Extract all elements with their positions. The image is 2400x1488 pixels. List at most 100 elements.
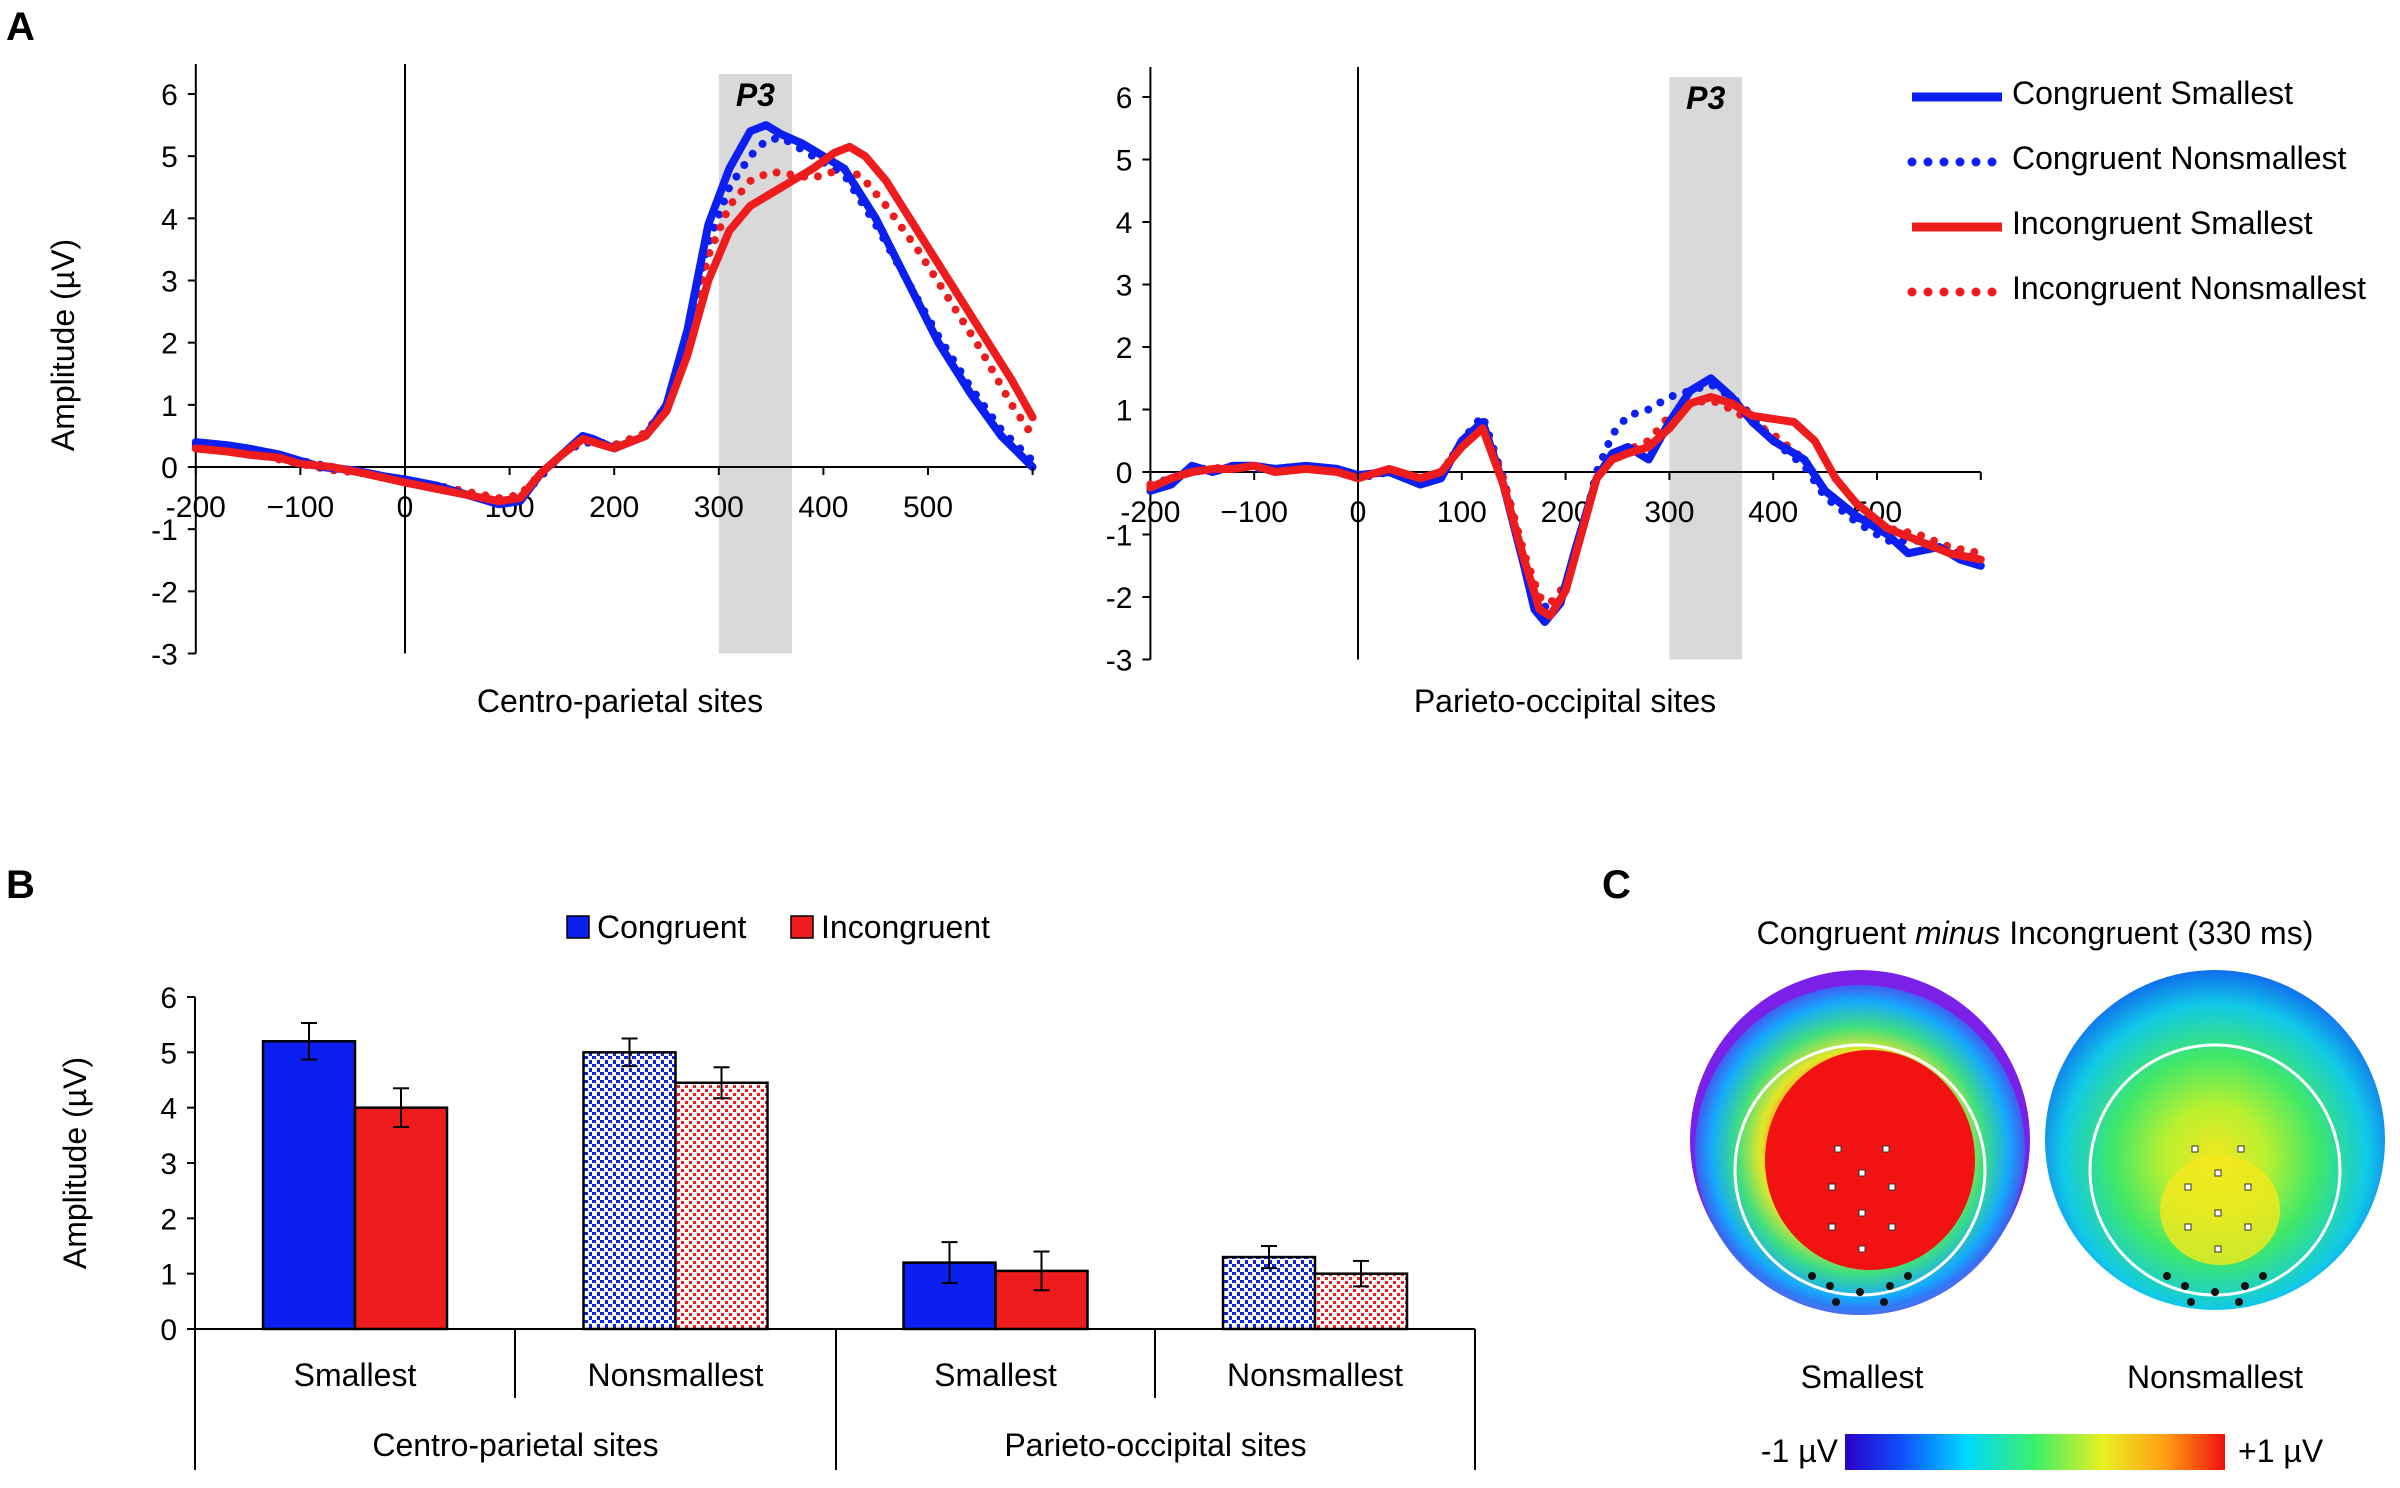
group-label: Parieto-occipital sites [1004,1427,1306,1463]
x-tick-label: 500 [903,491,953,524]
topo-map-smallest: Smallest [1690,970,2030,1395]
plot-title-parieto-occipital: Parieto-occipital sites [1414,683,1716,719]
category-label: Nonsmallest [1227,1357,1403,1393]
category-dividers [514,1329,1476,1470]
scalp-map-peak [1765,1050,1975,1270]
y-tick-label: 2 [160,1203,177,1236]
erp-legend: Congruent Smallest Congruent Nonsmallest… [1907,75,2366,306]
legend-swatch-incongruent [790,915,814,939]
x-tick-label: 0 [1350,496,1367,529]
category-label: Smallest [294,1357,417,1393]
x-tick-labels: -200 −100 0 100 200 300 400 500 [1120,496,1902,529]
y-tick-label: 5 [1116,145,1133,178]
x-tick-label: -200 [166,491,226,524]
y-tick-label: -2 [151,576,178,609]
y-tick-label: 0 [1116,457,1133,490]
y-tick-label: -2 [1106,582,1133,615]
topo-map-nonsmallest: Nonsmallest [2045,970,2385,1395]
y-tick-label: 2 [1116,332,1133,365]
topo-label-smallest: Smallest [1801,1359,1924,1395]
group-labels: Centro-parietal sites Parieto-occipital … [372,1427,1306,1463]
y-tick-label: -3 [151,639,178,672]
topo-label-nonsmallest: Nonsmallest [2127,1359,2303,1395]
y-tick-label: 6 [160,982,177,1015]
y-tick-label: 1 [160,1259,177,1292]
group-label: Centro-parietal sites [372,1427,658,1463]
y-tick-label: 5 [160,1037,177,1070]
legend-label: Congruent Smallest [2012,75,2293,111]
electrode-markers [2184,1145,2252,1253]
x-tick-label: 300 [1644,496,1694,529]
scalp-map-field [2045,970,2385,1310]
bar-marks-group [261,1022,1409,1331]
legend-label: Incongruent Nonsmallest [2012,270,2366,306]
p3-label: P3 [736,77,775,113]
legend-label: Incongruent Smallest [2012,205,2313,241]
y-tick-label: 0 [160,1314,177,1347]
x-tick-label: 400 [1748,496,1798,529]
y-tick-labels: 6 5 4 3 2 1 0 -1 -2 -3 [1106,82,1133,678]
legend-label: Congruent Nonsmallest [2012,140,2347,176]
category-labels: Smallest Nonsmallest Smallest Nonsmalles… [294,1357,1403,1393]
bar-incongruent-nonsmallest [674,1081,769,1331]
erp-plot-parieto-occipital: P3 6 5 4 3 2 1 0 -1 -2 -3 -200 −100 0 10… [1106,67,1985,719]
y-tick-label: 4 [160,1093,177,1126]
y-tick-label: 0 [161,452,178,485]
x-tick-labels: -200 −100 0 100 200 300 400 500 [166,491,953,524]
y-tick-labels: 6 5 4 3 2 1 0 [160,982,177,1347]
y-tick-label: 3 [1116,270,1133,303]
bar-congruent-smallest [261,1040,357,1331]
panel-a-label: A [6,5,35,49]
y-tick-label: 1 [161,390,178,423]
bar-congruent-nonsmallest [582,1051,677,1331]
x-tick-label: 400 [798,491,848,524]
x-tick-label: −100 [1220,496,1288,529]
category-label: Smallest [934,1357,1057,1393]
y-tick-label: -1 [1106,520,1133,553]
scale-max-label: +1 µV [2238,1433,2324,1469]
panel-b-label: B [6,863,35,907]
scale-min-label: -1 µV [1761,1433,1839,1469]
bar-incongruent-smallest [353,1106,449,1331]
y-tick-label: 2 [161,328,178,361]
color-scale-bar [1845,1434,2225,1470]
y-tick-label: 4 [161,203,178,236]
x-tick-label: 300 [694,491,744,524]
p3-label: P3 [1686,80,1725,116]
legend-label-congruent: Congruent [597,909,747,945]
erp-plot-centro-parietal: P3 6 5 4 3 2 1 0 -1 -2 -3 -200 −100 0 10… [45,64,1037,719]
electrode-dots [1808,1272,1912,1306]
x-tick-label: −100 [267,491,335,524]
y-tick-label: 6 [161,79,178,112]
topography-title: Congruent minus Incongruent (330 ms) [1757,915,2314,951]
erp-series-group [191,121,1037,509]
category-label: Nonsmallest [587,1357,763,1393]
bar-legend: Congruent Incongruent [566,909,990,945]
topography-panel: Congruent minus Incongruent (330 ms) Sma… [1690,915,2385,1470]
y-tick-label: 4 [1116,207,1133,240]
erp-series-group [1146,374,1985,626]
series-line-incongruent-smallest [191,142,1037,506]
color-scale: -1 µV +1 µV [1761,1433,2324,1470]
y-tick-labels: 6 5 4 3 2 1 0 -1 -2 -3 [151,79,178,672]
title-part: Congruent [1757,915,1915,951]
y-axis-label: Amplitude (µV) [57,1057,93,1269]
legend-swatch-congruent [566,915,590,939]
x-tick-label: 100 [1437,496,1487,529]
panel-c-label: C [1602,863,1631,907]
x-tick-label: 200 [589,491,639,524]
y-tick-label: -3 [1106,645,1133,678]
x-tick-label: -200 [1120,496,1180,529]
series-line-incongruent-smallest [1146,393,1985,620]
y-tick-label: 6 [1116,82,1133,115]
electrode-dots [2163,1272,2267,1306]
y-axis-label: Amplitude (µV) [45,239,81,451]
plot-title-centro-parietal: Centro-parietal sites [477,683,763,719]
title-part: Incongruent (330 ms) [2000,915,2313,951]
y-tick-label: 5 [161,141,178,174]
y-tick-label: -1 [151,514,178,547]
y-tick-label: 1 [1116,395,1133,428]
y-tick-label: 3 [161,266,178,299]
x-tick-label: 0 [397,491,414,524]
